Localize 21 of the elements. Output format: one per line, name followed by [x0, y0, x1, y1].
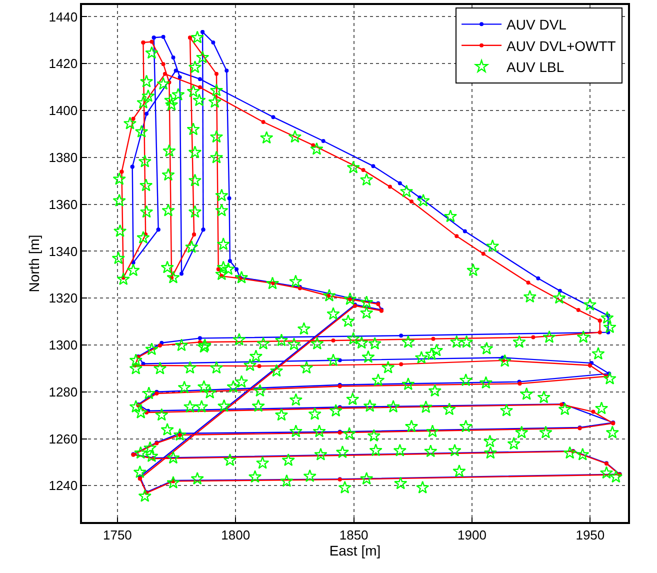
legend-label: AUV DVL+OWTT: [506, 38, 616, 54]
y-axis-title: North [m]: [26, 234, 42, 292]
y-tick-label: 1340: [48, 244, 78, 259]
legend-label: AUV DVL: [506, 16, 567, 33]
y-tick-label: 1360: [48, 196, 78, 212]
y-tick-label: 1280: [48, 384, 78, 400]
y-tick-label: 1380: [48, 150, 78, 165]
y-tick-label: 1260: [48, 431, 78, 446]
legend-label: AUV LBL: [506, 59, 564, 76]
x-tick-label: 1950: [576, 527, 605, 542]
y-tick-label: 1300: [48, 338, 78, 353]
x-tick-label: 1900: [458, 527, 486, 542]
x-tick-label: 1850: [339, 527, 368, 542]
x-tick-label: 1800: [221, 527, 250, 542]
y-tick-label: 1320: [48, 290, 78, 306]
y-tick-label: 1400: [48, 103, 78, 118]
y-tick-label: 1240: [48, 478, 78, 494]
x-tick-label: 1750: [102, 527, 132, 542]
y-tick-label: 1440: [48, 9, 78, 24]
y-tick-label: 1420: [48, 56, 78, 72]
x-axis-title: East [m]: [329, 542, 381, 558]
